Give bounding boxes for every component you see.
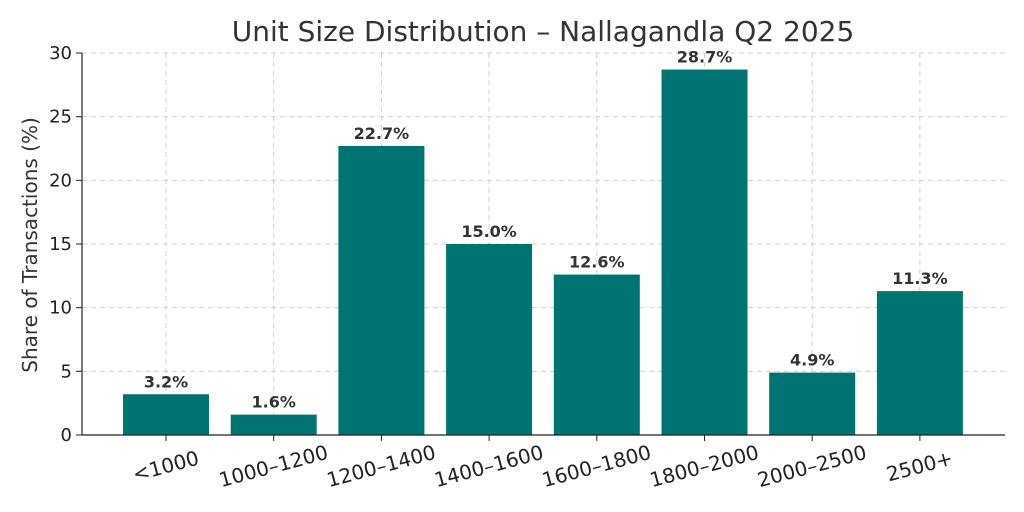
data-label: 15.0% — [461, 222, 517, 241]
bar — [446, 244, 533, 435]
x-tick-label: <1000 — [130, 446, 202, 487]
bar — [123, 394, 209, 435]
data-label: 28.7% — [677, 48, 733, 67]
x-tick-label: 2500+ — [884, 446, 956, 487]
data-label: 22.7% — [354, 124, 410, 143]
y-tick-label: 25 — [49, 107, 72, 128]
bar — [230, 414, 317, 435]
y-tick-label: 20 — [49, 170, 72, 191]
data-label: 4.9% — [790, 351, 834, 370]
bar — [876, 291, 963, 435]
gridlines — [82, 52, 1005, 435]
bar — [338, 145, 425, 435]
bar — [769, 372, 856, 435]
y-tick-label: 30 — [49, 43, 72, 64]
y-tick-label: 15 — [49, 234, 72, 255]
bars — [123, 69, 963, 435]
y-axis-label: Share of Transactions (%) — [18, 117, 42, 373]
x-tick-label: 1600–1800 — [539, 440, 653, 492]
data-label: 3.2% — [144, 372, 188, 391]
chart-title: Unit Size Distribution – Nallagandla Q2 … — [232, 15, 855, 48]
x-tick-label: 1800–2000 — [647, 440, 761, 492]
bar — [661, 69, 748, 435]
x-tick-label: 1000–1200 — [216, 440, 330, 492]
x-tick-label: 1200–1400 — [324, 440, 438, 492]
y-tick-label: 5 — [61, 361, 72, 382]
y-tick-label: 10 — [49, 298, 72, 319]
data-labels: 3.2% 1.6% 22.7% 15.0% 12.6% 28.7% 4.9% 11.3% — [144, 48, 948, 412]
x-tick-label: 2000–2500 — [755, 440, 869, 492]
data-label: 1.6% — [252, 393, 296, 412]
data-label: 12.6% — [569, 253, 625, 272]
bar — [553, 274, 640, 435]
x-tick-label: 1400–1600 — [432, 440, 546, 492]
data-label: 11.3% — [892, 269, 948, 288]
y-tick-label: 0 — [61, 425, 72, 446]
